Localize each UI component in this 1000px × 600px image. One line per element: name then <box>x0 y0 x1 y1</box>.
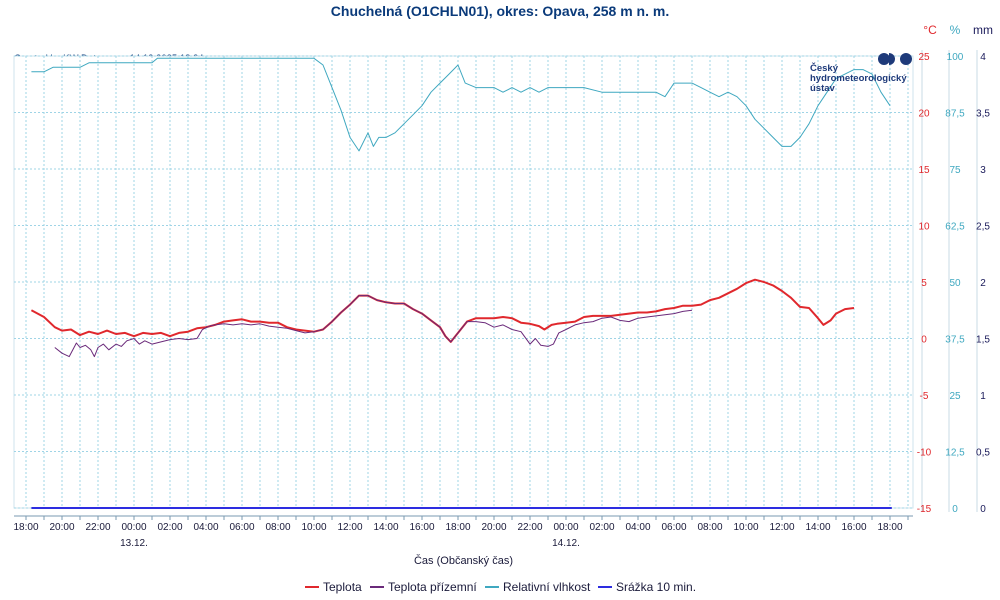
y-tick-humidity: 25 <box>949 391 961 402</box>
y-tick-humidity: 50 <box>949 278 961 289</box>
x-tick-label: 02:00 <box>157 522 182 533</box>
series-line-humidity <box>31 57 891 152</box>
y-tick-precipitation: 1,5 <box>976 335 990 346</box>
x-tick-label: 06:00 <box>229 522 254 533</box>
x-tick-label: 12:00 <box>769 522 794 533</box>
series-group <box>30 57 892 509</box>
x-tick-label: 08:00 <box>697 522 722 533</box>
x-tick-label: 16:00 <box>841 522 866 533</box>
x-tick-label: 18:00 <box>877 522 902 533</box>
y-tick-precipitation: 2,5 <box>976 222 990 233</box>
x-tick-label: 18:00 <box>445 522 470 533</box>
logo-circle-icon <box>878 53 890 65</box>
logo-text-line: ústav <box>810 83 836 94</box>
logo-half-circle-icon <box>889 53 895 65</box>
unit-humidity: % <box>950 23 961 37</box>
x-tick-label: 06:00 <box>661 522 686 533</box>
y-tick-temperature: 5 <box>921 278 927 289</box>
y-tick-humidity: 12,5 <box>945 448 965 459</box>
y-tick-temperature: 15 <box>918 165 930 176</box>
x-tick-label: 02:00 <box>589 522 614 533</box>
y-tick-precipitation: 3 <box>980 165 986 176</box>
y-tick-temperature: 10 <box>918 222 930 233</box>
legend-label: Teplota <box>323 580 362 594</box>
x-tick-label: 00:00 <box>121 522 146 533</box>
legend: Teplota Teplota přízemní Relativní vlhkost… <box>305 580 696 594</box>
logo-circle-icon <box>900 53 912 65</box>
series-line-ground-temperature <box>54 295 693 358</box>
y-tick-precipitation: 1 <box>980 391 986 402</box>
y-tick-humidity: 0 <box>952 504 958 515</box>
x-tick-label: 16:00 <box>409 522 434 533</box>
y-tick-temperature: 25 <box>918 52 930 63</box>
unit-precipitation: mm <box>973 23 993 37</box>
logo-text-line: hydrometeorologický <box>810 73 907 84</box>
x-tick-label: 20:00 <box>49 522 74 533</box>
x-tick-label: 12:00 <box>337 522 362 533</box>
x-tick-label: 22:00 <box>85 522 110 533</box>
axes: 18:00 20:00 22:00 00:00 02:00 04:00 06:00 08:00… <box>13 23 993 567</box>
x-tick-label: 20:00 <box>481 522 506 533</box>
y-tick-temperature: -5 <box>920 391 929 402</box>
y-tick-temperature: -10 <box>917 448 932 459</box>
y-tick-humidity: 37,5 <box>945 335 965 346</box>
y-tick-precipitation: 2 <box>980 278 986 289</box>
legend-label: Teplota přízemní <box>388 580 477 594</box>
y-tick-humidity: 62,5 <box>945 222 965 233</box>
x-tick-label: 10:00 <box>301 522 326 533</box>
x-axis-title: Čas (Občanský čas) <box>414 554 513 567</box>
y-tick-temperature: 0 <box>921 335 927 346</box>
x-tick-label: 08:00 <box>265 522 290 533</box>
y-tick-temperature: 20 <box>918 109 930 120</box>
x-tick-label: 22:00 <box>517 522 542 533</box>
unit-temperature: °C <box>923 23 937 37</box>
x-tick-label: 04:00 <box>193 522 218 533</box>
x-tick-label: 04:00 <box>625 522 650 533</box>
chart-title: Chuchelná (O1CHLN01), okres: Opava, 258 … <box>331 3 669 19</box>
x-tick-label: 14:00 <box>373 522 398 533</box>
y-tick-humidity: 75 <box>949 165 961 176</box>
legend-label: Relativní vlhkost <box>503 580 591 594</box>
x-tick-label: 18:00 <box>13 522 38 533</box>
y-tick-precipitation: 0,5 <box>976 448 990 459</box>
x-tick-label: 00:00 <box>553 522 578 533</box>
y-tick-humidity: 87,5 <box>945 109 965 120</box>
y-tick-precipitation: 4 <box>980 52 986 63</box>
date-label: 14.12. <box>552 538 580 549</box>
x-tick-label: 10:00 <box>733 522 758 533</box>
y-tick-temperature: -15 <box>917 504 932 515</box>
y-tick-humidity: 100 <box>947 52 964 63</box>
y-tick-precipitation: 3,5 <box>976 109 990 120</box>
logo-text-line: Český <box>810 62 839 74</box>
y-tick-precipitation: 0 <box>980 504 986 515</box>
x-tick-label: 14:00 <box>805 522 830 533</box>
date-label: 13.12. <box>120 538 148 549</box>
grid <box>13 55 914 509</box>
legend-label: Srážka 10 min. <box>616 580 696 594</box>
